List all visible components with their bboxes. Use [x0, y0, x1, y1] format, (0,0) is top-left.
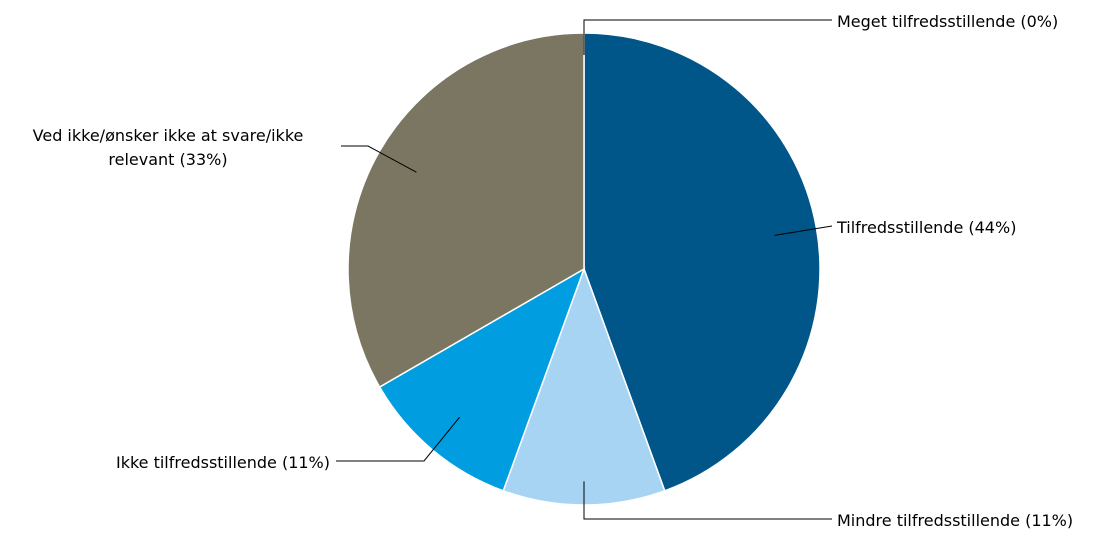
leader-line-ved-ikke [341, 145, 417, 173]
slice-label-meget-tilfredsstillende: Meget tilfredsstillende (0%) [837, 12, 1058, 31]
slice-label-mindre-tilfredsstillende: Mindre tilfredsstillende (11%) [837, 511, 1073, 530]
labels-layer: Meget tilfredsstillende (0%) Tilfredssti… [33, 12, 1073, 530]
leader-line-meget-tilfredsstillende [583, 19, 832, 55]
slice-ved-ikke [347, 32, 585, 389]
leader-line-mindre-tilfredsstillende [583, 481, 832, 520]
leader-line-ikke-tilfredsstillende [336, 416, 460, 462]
slice-tilfredsstillende [583, 32, 821, 492]
slice-label-ved-ikke-line1: Ved ikke/ønsker ikke at svare/ikke [33, 126, 304, 145]
slices-layer [347, 32, 821, 506]
slice-label-ikke-tilfredsstillende: Ikke tilfredsstillende (11%) [116, 453, 330, 472]
slice-label-tilfredsstillende: Tilfredsstillende (44%) [836, 218, 1016, 237]
slice-label-ved-ikke-line2: relevant (33%) [108, 150, 227, 169]
leader-lines-layer [336, 19, 833, 520]
slice-ikke-tilfredsstillende [378, 267, 586, 492]
leader-line-tilfredsstillende [774, 225, 833, 236]
